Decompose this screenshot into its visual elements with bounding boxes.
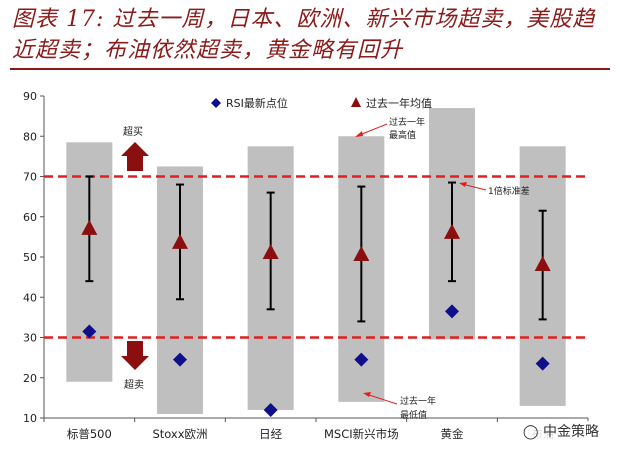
std-pointer-head	[459, 182, 467, 187]
year-low-label-1: 过去一年	[400, 395, 436, 407]
year-high-label-1: 过去一年	[389, 116, 425, 128]
x-tick-label: Stoxx欧洲	[152, 427, 207, 441]
rsi-latest-marker	[173, 352, 187, 367]
y-tick-label: 80	[23, 130, 37, 143]
rsi-latest-marker	[445, 304, 459, 319]
overbought-label: 超买	[123, 125, 143, 138]
std-label: 1倍标准差	[488, 185, 530, 197]
y-tick-label: 40	[23, 291, 37, 304]
legend-rsi-marker	[211, 98, 221, 108]
title-rule	[10, 68, 610, 70]
year-avg-marker	[534, 256, 551, 272]
y-tick-label: 30	[23, 332, 37, 345]
year-avg-marker	[353, 245, 370, 261]
legend: RSI最新点位 过去一年均值	[211, 96, 432, 110]
threshold-lines	[44, 175, 588, 339]
year-avg-marker	[444, 223, 460, 239]
year-avg-marker	[81, 219, 98, 235]
chart-title: 图表 17: 过去一周，日本、欧洲、新兴市场超卖，美股趋近超卖；布油依然超卖，黄…	[12, 7, 596, 63]
y-tick-label: 20	[23, 372, 37, 385]
year-high-label-2: 最高值	[389, 129, 416, 141]
year-avg-marker	[172, 233, 188, 249]
y-tick-label: 90	[23, 90, 37, 103]
year-low-pointer	[365, 393, 398, 405]
overbought-arrow-icon	[121, 142, 149, 171]
watermark-text: 中金策略	[543, 424, 599, 440]
x-tick-label: MSCI新兴市场	[324, 427, 399, 441]
legend-avg-label: 过去一年均值	[366, 96, 432, 110]
oversold-arrow-icon	[121, 341, 149, 370]
x-tick-label: 日经	[259, 427, 282, 441]
oversold-label: 超卖	[124, 378, 144, 391]
legend-avg-marker	[351, 97, 361, 107]
rsi-latest-marker	[354, 352, 369, 367]
std-pointer	[461, 183, 487, 191]
x-tick-label: 黄金	[441, 427, 464, 441]
std-whiskers	[85, 175, 547, 323]
y-tick-label: 50	[23, 251, 37, 264]
legend-rsi-label: RSI最新点位	[226, 96, 288, 110]
bottom-strip	[0, 450, 620, 457]
rsi-latest-marker	[535, 356, 550, 371]
watermark: ◯ 中金策略	[519, 421, 602, 441]
chart-axes: 10 20 30 40 50 60 70 80 90 标普500 Stoxx欧洲 日经 MSCI新兴市场…	[23, 90, 589, 441]
rsi-latest-marker	[263, 402, 278, 417]
year-low-pointer-head	[363, 392, 371, 397]
y-tick-label: 70	[23, 171, 37, 184]
year-avg-marker	[262, 243, 279, 259]
x-tick-label: 标普500	[67, 427, 112, 441]
annotations: 超买 超卖 过去一年 最高值 1倍标准差 过去一年 最低值	[121, 116, 530, 421]
markers	[81, 219, 551, 417]
rsi-latest-marker	[82, 324, 97, 339]
wechat-icon: ◯	[522, 424, 539, 440]
y-tick-label: 60	[23, 211, 37, 224]
year-high-pointer-head	[355, 131, 363, 137]
y-tick-label: 10	[23, 412, 37, 425]
year-low-label-2: 最低值	[400, 409, 427, 421]
